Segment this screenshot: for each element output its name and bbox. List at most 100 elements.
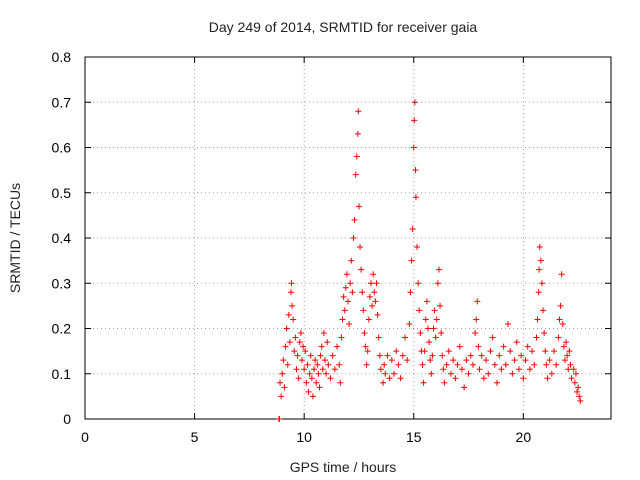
data-point — [316, 384, 323, 391]
data-point — [515, 366, 522, 373]
data-point — [467, 352, 474, 359]
data-point — [345, 298, 351, 305]
data-point — [445, 348, 452, 355]
data-point — [288, 280, 295, 287]
data-point — [362, 343, 369, 350]
data-point — [377, 366, 384, 373]
data-point — [285, 311, 292, 318]
data-point — [300, 343, 307, 350]
data-point — [431, 307, 438, 314]
data-point — [312, 357, 319, 364]
data-point — [461, 384, 468, 391]
data-point — [360, 307, 367, 314]
data-point — [277, 379, 284, 386]
data-point — [570, 366, 577, 373]
data-point — [282, 343, 289, 350]
data-point — [416, 307, 423, 314]
data-point — [334, 343, 341, 350]
data-point — [284, 361, 291, 368]
data-point — [318, 343, 325, 350]
data-point — [513, 339, 520, 346]
data-point — [352, 171, 359, 178]
data-point — [557, 302, 564, 309]
data-point — [280, 357, 287, 364]
data-point — [340, 293, 347, 300]
data-point — [572, 370, 579, 377]
data-point — [551, 348, 558, 355]
data-point — [307, 352, 314, 359]
data-point — [375, 334, 382, 341]
data-point — [427, 357, 434, 364]
data-point — [366, 293, 373, 300]
data-point — [432, 334, 439, 341]
data-point — [323, 370, 330, 377]
data-point — [370, 271, 377, 278]
data-point — [496, 352, 503, 359]
data-point — [401, 334, 408, 341]
y-axis-label: SRMTID / TECUs — [7, 183, 23, 293]
data-point — [531, 361, 538, 368]
data-point — [472, 330, 479, 337]
x-tick-label: 15 — [406, 429, 422, 445]
data-point — [411, 99, 418, 106]
data-point — [341, 307, 348, 314]
data-point — [535, 289, 542, 296]
data-point — [364, 348, 371, 355]
data-point — [380, 379, 387, 386]
data-point — [407, 289, 414, 296]
data-point — [404, 357, 411, 364]
data-point — [559, 320, 566, 327]
data-point — [422, 316, 429, 323]
data-point — [393, 348, 400, 355]
data-point — [544, 375, 551, 382]
data-point — [399, 352, 406, 359]
data-point — [296, 339, 303, 346]
data-point — [429, 352, 436, 359]
data-point — [494, 379, 501, 386]
data-point — [286, 339, 293, 346]
x-axis-ticks: 0 5 10 15 20 — [81, 57, 531, 445]
data-point — [469, 361, 476, 368]
data-point — [537, 257, 544, 264]
data-point — [298, 357, 305, 364]
data-point — [289, 302, 296, 309]
data-point — [433, 316, 440, 323]
data-point — [354, 130, 361, 137]
data-points — [275, 99, 584, 422]
data-point — [476, 366, 483, 373]
data-point — [536, 244, 543, 251]
y-tick-label: 0.8 — [52, 49, 72, 65]
x-axis-label: GPS time / hours — [290, 459, 397, 475]
data-point — [498, 366, 505, 373]
data-point — [295, 375, 302, 382]
data-point — [363, 361, 370, 368]
data-point — [456, 343, 463, 350]
data-point — [306, 370, 313, 377]
data-point — [507, 348, 514, 355]
data-point — [391, 370, 398, 377]
data-point — [325, 361, 332, 368]
data-point — [465, 370, 472, 377]
y-tick-label: 0 — [63, 411, 71, 427]
y-tick-label: 0.4 — [52, 230, 72, 246]
data-point — [421, 348, 428, 355]
data-point — [538, 280, 545, 287]
data-point — [417, 330, 424, 337]
data-point — [373, 280, 380, 287]
data-point — [411, 117, 418, 124]
data-point — [420, 379, 427, 386]
data-point — [563, 339, 570, 346]
data-point — [454, 361, 461, 368]
data-point — [567, 361, 574, 368]
data-point — [368, 280, 375, 287]
data-point — [487, 348, 494, 355]
data-point — [426, 339, 433, 346]
data-point — [533, 334, 540, 341]
data-point — [311, 366, 318, 373]
data-point — [338, 334, 345, 341]
data-point — [518, 352, 525, 359]
data-point — [361, 330, 368, 337]
y-tick-label: 0.7 — [52, 94, 72, 110]
data-point — [478, 352, 485, 359]
data-point — [324, 339, 331, 346]
